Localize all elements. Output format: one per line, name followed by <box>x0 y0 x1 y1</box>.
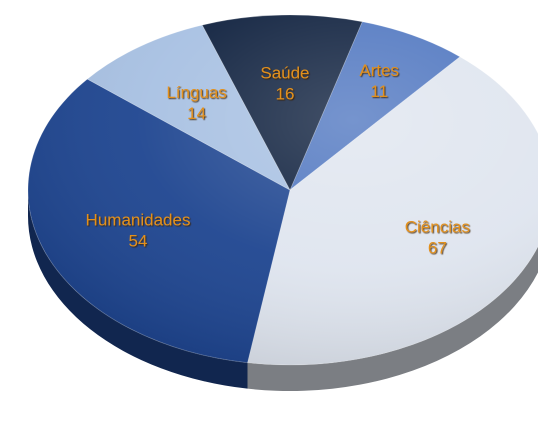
slice-value-saude: 16 <box>275 85 294 104</box>
slice-value-artes: 11 <box>370 82 388 101</box>
slice-label-saude: Saúde <box>260 64 309 83</box>
slice-label-linguas: Línguas <box>166 83 227 102</box>
slice-label-artes: Artes <box>359 61 399 80</box>
slice-value-humanidades: 54 <box>129 231 148 250</box>
slice-value-linguas: 14 <box>187 104 206 123</box>
slice-label-humanidades: Humanidades <box>86 210 191 229</box>
slice-label-ciencias: Ciências <box>405 218 470 237</box>
slice-value-ciencias: 67 <box>428 239 447 258</box>
pie-labels: Artes 11 Ciências 67 Humanidades 54 Línguas 14 S… <box>86 61 470 258</box>
